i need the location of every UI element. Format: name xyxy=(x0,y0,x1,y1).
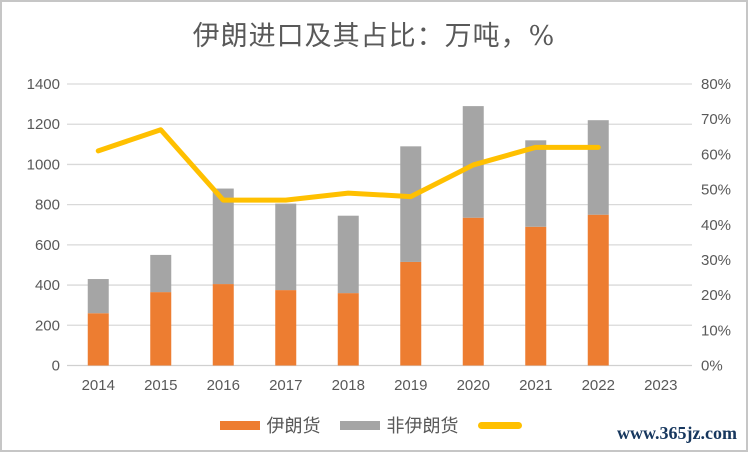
y-left-tick-label: 1000 xyxy=(27,156,60,173)
legend-swatch-iran-bar xyxy=(219,420,260,430)
legend-item-iran: 伊朗货 xyxy=(219,412,321,438)
x-tick-label: 2016 xyxy=(207,377,240,394)
bar-segment-iran xyxy=(212,284,234,366)
y-left-tick-label: 600 xyxy=(35,237,60,254)
y-right-tick-label: 60% xyxy=(701,146,731,163)
bar-segment-iran xyxy=(150,292,172,366)
bar-segment-iran xyxy=(275,290,297,366)
bar-segment-non-iran xyxy=(462,106,484,218)
watermark: www.365jz.com xyxy=(617,423,737,443)
legend-label-iran: 伊朗货 xyxy=(266,416,321,437)
bar-segment-non-iran xyxy=(150,254,172,293)
bar-segment-iran xyxy=(462,217,484,366)
x-tick-label: 2015 xyxy=(144,377,177,394)
bar-segment-non-iran xyxy=(587,120,609,215)
chart-title: 伊朗进口及其占比：万吨，% xyxy=(192,21,556,52)
y-left-tick-label: 1200 xyxy=(27,116,60,133)
x-tick-label: 2018 xyxy=(332,377,365,394)
bar-segment-iran xyxy=(87,313,109,366)
legend-swatch-share-line xyxy=(477,421,522,429)
bar-segment-non-iran xyxy=(337,215,359,294)
bar-segment-iran xyxy=(587,214,609,366)
bar-segment-iran xyxy=(337,293,359,366)
y-right-tick-label: 40% xyxy=(701,217,731,234)
legend-item-non-iran: 非伊朗货 xyxy=(339,412,459,438)
chart-legend: 伊朗货 非伊朗货 xyxy=(2,413,746,437)
y-right-tick-label: 20% xyxy=(701,287,731,304)
y-right-tick-label: 50% xyxy=(701,182,731,199)
x-tick-label: 2019 xyxy=(394,377,427,394)
bar-segment-iran xyxy=(525,226,547,366)
y-left-tick-label: 800 xyxy=(35,197,60,214)
y-left-tick-label: 400 xyxy=(35,277,60,294)
y-right-tick-label: 10% xyxy=(701,322,731,339)
y-left-tick-label: 0 xyxy=(52,358,60,375)
y-right-tick-label: 0% xyxy=(701,358,723,375)
y-right-tick-label: 30% xyxy=(701,252,731,269)
x-tick-label: 2017 xyxy=(269,377,302,394)
bar-segment-iran xyxy=(400,261,422,366)
legend-item-share-line xyxy=(477,421,529,429)
share-line xyxy=(95,127,601,203)
x-tick-label: 2022 xyxy=(582,377,615,394)
bar-segment-non-iran xyxy=(400,146,422,262)
legend-label-non-iran: 非伊朗货 xyxy=(386,416,459,437)
bar-segment-non-iran xyxy=(275,203,297,291)
bar-segment-non-iran xyxy=(87,279,109,314)
x-tick-label: 2020 xyxy=(457,377,490,394)
x-tick-label: 2023 xyxy=(644,377,677,394)
legend-swatch-non-iran-bar xyxy=(339,420,380,430)
y-left-tick-label: 1400 xyxy=(27,76,60,93)
bar-segment-non-iran xyxy=(212,188,234,285)
y-left-tick-label: 200 xyxy=(35,317,60,334)
x-tick-label: 2014 xyxy=(82,377,115,394)
y-right-tick-label: 70% xyxy=(701,111,731,128)
y-right-tick-label: 80% xyxy=(701,76,731,93)
x-tick-label: 2021 xyxy=(519,377,552,394)
bar-segment-non-iran xyxy=(525,140,547,227)
